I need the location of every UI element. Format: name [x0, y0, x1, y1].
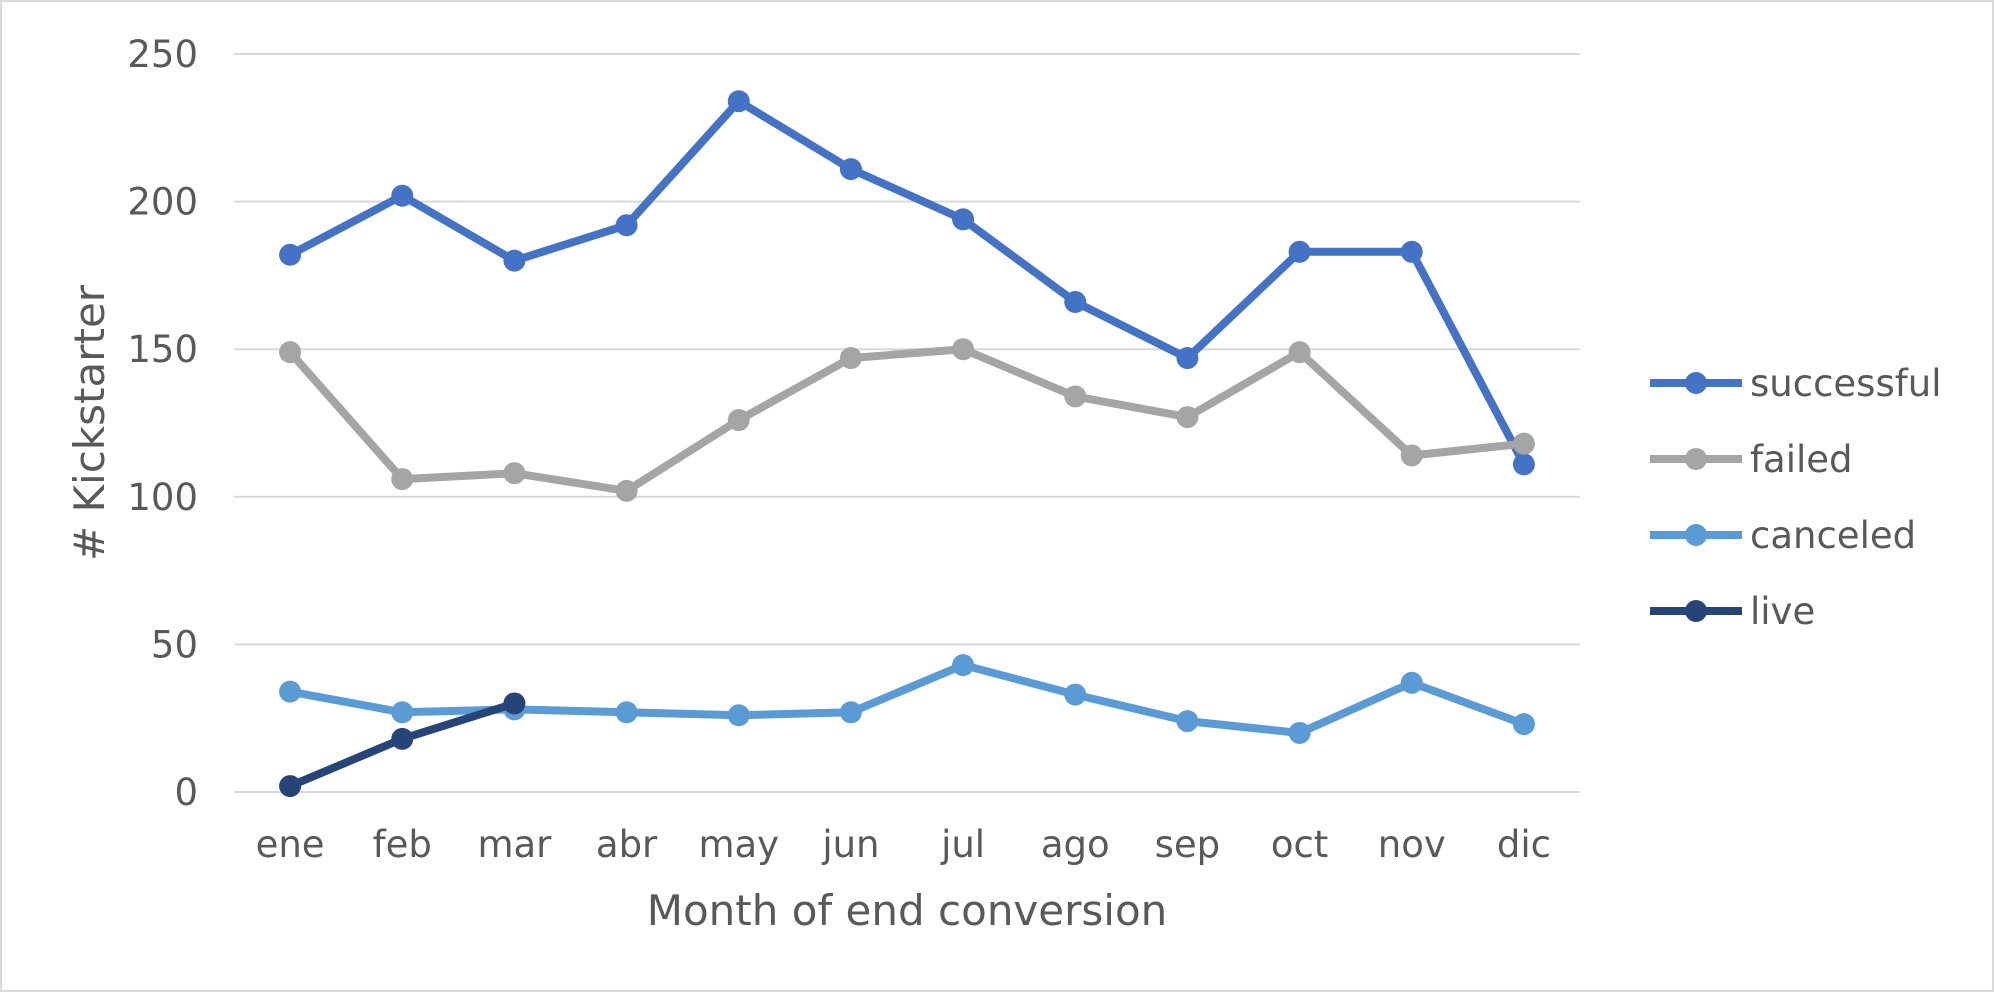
- data-point-canceled: [1176, 710, 1199, 733]
- legend-item-successful: successful: [1650, 362, 1942, 405]
- y-axis-ticks: 0 50 100 150 200 250: [127, 33, 198, 814]
- data-point-successful: [1512, 453, 1535, 476]
- gridlines: [234, 53, 1580, 793]
- legend-marker: [1685, 372, 1707, 394]
- data-point-failed: [839, 347, 862, 370]
- data-point-live: [279, 775, 302, 798]
- series-line-successful: [286, 97, 1528, 469]
- legend-label: canceled: [1750, 514, 1916, 557]
- x-tick-label: may: [698, 823, 779, 866]
- x-tick-label: sep: [1155, 823, 1221, 866]
- y-tick-label: 50: [151, 623, 198, 666]
- data-point-failed: [391, 468, 414, 491]
- legend-marker: [1685, 524, 1707, 546]
- data-point-failed: [615, 479, 638, 502]
- data-point-failed: [727, 409, 750, 432]
- x-tick-label: ene: [256, 823, 325, 866]
- data-point-canceled: [1064, 683, 1087, 706]
- x-tick-label: jun: [821, 823, 879, 866]
- y-tick-label: 250: [127, 33, 198, 76]
- data-point-failed: [1400, 444, 1423, 467]
- x-axis-title: Month of end conversion: [647, 886, 1168, 935]
- legend-label: live: [1750, 590, 1815, 633]
- x-tick-label: mar: [477, 823, 552, 866]
- legend-marker: [1685, 600, 1707, 622]
- data-point-canceled: [391, 701, 414, 724]
- data-point-live: [391, 727, 414, 750]
- data-point-live: [503, 692, 526, 715]
- x-tick-label: ago: [1041, 823, 1110, 866]
- data-point-canceled: [952, 654, 975, 677]
- y-tick-label: 200: [127, 181, 198, 224]
- series-line-failed: [286, 345, 1528, 495]
- series-live: [279, 692, 526, 798]
- data-point-successful: [279, 243, 302, 266]
- data-point-successful: [391, 184, 414, 207]
- legend-item-failed: failed: [1650, 438, 1853, 481]
- y-tick-label: 0: [174, 771, 198, 814]
- series-failed: [279, 338, 1535, 502]
- data-point-canceled: [1400, 671, 1423, 694]
- data-point-failed: [1064, 385, 1087, 408]
- legend-label: failed: [1750, 438, 1853, 481]
- x-tick-label: jul: [940, 823, 985, 866]
- data-point-successful: [503, 249, 526, 272]
- series-successful: [279, 90, 1535, 476]
- y-tick-label: 100: [127, 476, 198, 519]
- data-point-failed: [952, 338, 975, 361]
- y-axis-title: # Kickstarter: [65, 284, 114, 561]
- data-point-successful: [1176, 347, 1199, 370]
- data-point-canceled: [1288, 721, 1311, 744]
- data-point-successful: [1288, 240, 1311, 263]
- legend-marker: [1685, 448, 1707, 470]
- legend-item-live: live: [1650, 590, 1815, 633]
- series-line-canceled: [286, 661, 1528, 737]
- data-point-failed: [1288, 341, 1311, 364]
- data-point-failed: [1512, 432, 1535, 455]
- legend-label: successful: [1750, 362, 1942, 405]
- data-point-failed: [503, 462, 526, 485]
- x-axis-ticks: ene feb mar abr may jun jul ago sep oct nov dic: [256, 823, 1551, 866]
- data-point-failed: [1176, 406, 1199, 429]
- data-point-canceled: [839, 701, 862, 724]
- data-point-successful: [1064, 290, 1087, 313]
- y-tick-label: 150: [127, 328, 198, 371]
- series-canceled: [279, 654, 1535, 744]
- legend-item-canceled: canceled: [1650, 514, 1916, 557]
- data-point-canceled: [279, 680, 302, 703]
- data-point-successful: [839, 158, 862, 181]
- data-point-canceled: [1512, 713, 1535, 736]
- legend: successful failed canceled live: [1650, 362, 1942, 633]
- x-tick-label: dic: [1497, 823, 1551, 866]
- data-point-canceled: [727, 704, 750, 727]
- x-tick-label: feb: [373, 823, 432, 866]
- data-point-successful: [952, 208, 975, 231]
- data-point-failed: [279, 341, 302, 364]
- series-lines: [279, 90, 1535, 798]
- data-point-successful: [1400, 240, 1423, 263]
- data-point-successful: [615, 214, 638, 237]
- data-point-canceled: [615, 701, 638, 724]
- x-tick-label: oct: [1271, 823, 1329, 866]
- x-tick-label: abr: [596, 823, 658, 866]
- data-point-successful: [727, 90, 750, 113]
- x-tick-label: nov: [1378, 823, 1446, 866]
